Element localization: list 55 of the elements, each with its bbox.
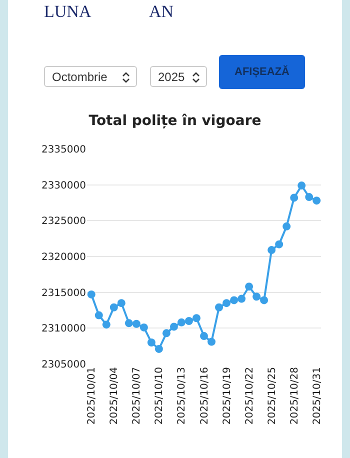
point (170, 322, 178, 331)
point (124, 319, 133, 328)
text: AFIȘEAZĂ (234, 66, 290, 78)
point (94, 311, 103, 320)
x-tick-label: 2025/10/25 (266, 367, 278, 425)
x-tick-label: 2025/10/22 (244, 367, 256, 425)
point (177, 318, 186, 326)
point (140, 323, 148, 332)
point (87, 290, 96, 298)
point (298, 182, 306, 190)
point (200, 332, 208, 340)
y-tick-label: 2315000 (41, 288, 86, 299)
y-tick-label: 2330000 (41, 180, 86, 192)
y-tick-label: 2310000 (41, 324, 86, 335)
point (312, 196, 321, 205)
x-tick-label: 2025/10/07 (132, 367, 143, 425)
point (290, 194, 298, 202)
text: Octombrie (52, 70, 108, 84)
x-tick-label: 2025/10/28 (289, 367, 300, 425)
point (117, 299, 126, 308)
x-tick-label: 2025/10/13 (176, 367, 188, 425)
x-tick-label: 2025/10/01 (86, 367, 98, 425)
point (238, 294, 246, 303)
point (110, 303, 118, 312)
point (222, 299, 231, 308)
point (245, 282, 254, 291)
point (268, 246, 276, 254)
point (230, 296, 238, 304)
y-tick-label: 2325000 (41, 216, 86, 228)
point (275, 240, 284, 248)
point (147, 338, 156, 346)
text: 2025 (158, 70, 185, 84)
point (208, 338, 216, 346)
text: LUNA (44, 2, 92, 21)
point (282, 222, 291, 230)
y-tick-label: 2305000 (41, 360, 86, 370)
x-tick-label: 2025/10/10 (154, 367, 166, 425)
x-tick-label: 2025/10/04 (109, 367, 120, 425)
x-tick-label: 2025/10/31 (312, 367, 323, 425)
point (252, 292, 261, 301)
point (215, 303, 224, 312)
y-tick-label: 2320000 (41, 252, 86, 263)
point (102, 320, 110, 329)
point (154, 344, 163, 353)
point (162, 329, 170, 338)
y-tick-label: 2335000 (41, 144, 86, 156)
point (132, 320, 140, 328)
x-tick-label: 2025/10/16 (199, 367, 210, 425)
point (184, 317, 193, 325)
point (305, 193, 314, 202)
chart-title: Total polițe în vigoare (88, 113, 262, 130)
point (192, 314, 200, 322)
point (260, 296, 268, 304)
text: AN (149, 2, 174, 21)
x-tick-label: 2025/10/19 (222, 367, 233, 425)
